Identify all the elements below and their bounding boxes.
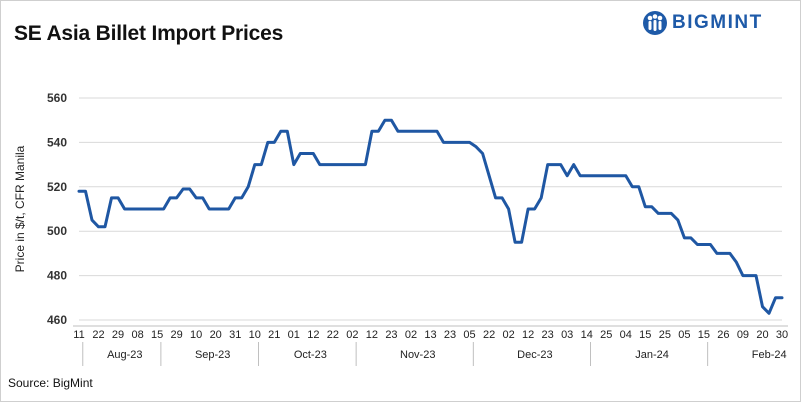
x-tick-label: 22 — [92, 329, 104, 341]
x-tick-label: 29 — [171, 329, 183, 341]
x-tick-label: 12 — [307, 329, 319, 341]
y-tick-label: 540 — [47, 135, 67, 149]
x-tick-label: 23 — [385, 329, 397, 341]
x-axis: 11 22 29 08 15 29 10 20 31 10 21 01 12 22 02 12 23 02 13 23… — [73, 325, 788, 366]
x-tick-label: 29 — [112, 329, 124, 341]
x-tick-label: 10 — [190, 329, 202, 341]
series-group — [77, 118, 784, 315]
x-tick-label: 25 — [659, 329, 671, 341]
brand-name: BIGMINT — [672, 12, 763, 33]
x-tick-label: 30 — [776, 329, 788, 341]
month-label: Jan-24 — [635, 349, 669, 361]
x-tick-label: 13 — [424, 329, 436, 341]
x-tick-label: 15 — [639, 329, 651, 341]
x-tick-label: 04 — [620, 329, 632, 341]
x-tick-label: 12 — [366, 329, 378, 341]
month-label: Nov-23 — [400, 349, 435, 361]
y-tick-label: 460 — [47, 313, 67, 327]
y-axis-label: Price in $/t, CFR Manila — [13, 145, 27, 272]
x-tick-label: 12 — [522, 329, 534, 341]
y-tick-label: 520 — [47, 180, 67, 194]
x-tick-label: 05 — [463, 329, 475, 341]
x-tick-label: 26 — [717, 329, 729, 341]
y-tick-label: 480 — [47, 269, 67, 283]
x-tick-label: 11 — [73, 329, 84, 341]
x-tick-label: 21 — [268, 329, 280, 341]
brand-logo: BIGMINT — [642, 10, 763, 36]
source-note: Source: BigMint — [8, 376, 93, 390]
month-label: Sep-23 — [195, 349, 230, 361]
y-axis: 460 480 500 520 540 560 — [47, 91, 67, 327]
x-tick-label: 02 — [346, 329, 358, 341]
x-tick-label: 10 — [249, 329, 261, 341]
x-tick-label: 09 — [737, 329, 749, 341]
month-label: Dec-23 — [517, 349, 552, 361]
price-line — [77, 118, 784, 315]
x-tick-label: 20 — [210, 329, 222, 341]
chart-title: SE Asia Billet Import Prices — [14, 22, 284, 45]
x-tick-label: 31 — [229, 329, 241, 341]
x-tick-label: 01 — [288, 329, 300, 341]
y-tick-label: 500 — [47, 224, 67, 238]
month-label: Oct-23 — [294, 349, 327, 361]
x-tick-label: 25 — [600, 329, 612, 341]
x-tick-label: 02 — [405, 329, 417, 341]
x-tick-label: 15 — [698, 329, 710, 341]
x-tick-label: 20 — [756, 329, 768, 341]
x-tick-label: 22 — [327, 329, 339, 341]
x-tick-label: 23 — [542, 329, 554, 341]
month-label: Aug-23 — [107, 349, 142, 361]
x-tick-label: 08 — [131, 329, 143, 341]
x-tick-label: 22 — [483, 329, 495, 341]
x-tick-label: 02 — [502, 329, 514, 341]
x-tick-label: 15 — [151, 329, 163, 341]
bigmint-logo-icon — [643, 11, 667, 35]
y-tick-label: 560 — [47, 91, 67, 105]
x-tick-label: 05 — [678, 329, 690, 341]
x-tick-label: 23 — [444, 329, 456, 341]
month-label: Feb-24 — [752, 349, 787, 361]
x-tick-label: 03 — [561, 329, 573, 341]
gridlines — [79, 97, 782, 321]
x-tick-label: 14 — [581, 329, 593, 341]
